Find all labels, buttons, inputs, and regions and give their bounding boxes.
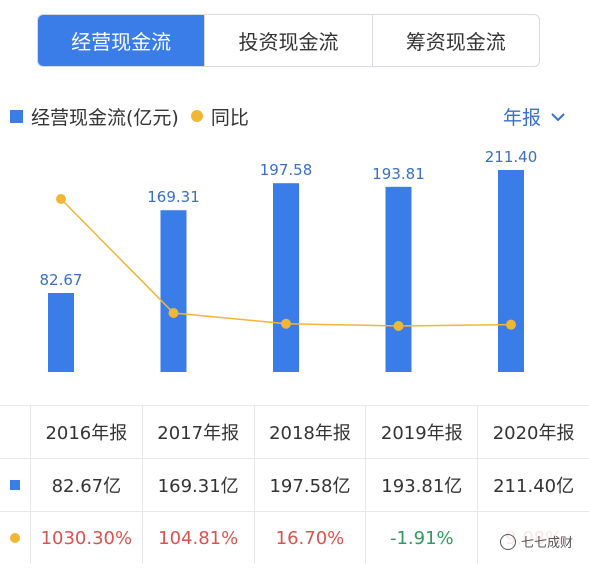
table-row-values: 82.67亿 169.31亿 197.58亿 193.81亿 211.40亿 — [0, 458, 589, 511]
chevron-down-icon — [551, 105, 565, 127]
chart-legend: 经营现金流(亿元) 同比 — [10, 102, 249, 130]
table-cell-value: 197.58亿 — [253, 459, 366, 511]
bar-2016年报 — [48, 293, 74, 372]
bar-series-marker — [9, 480, 20, 490]
bar-2018年报 — [273, 183, 299, 372]
watermark-text: 七七成财 — [520, 536, 573, 551]
wechat-icon — [499, 533, 516, 550]
watermark: 七七成财 — [495, 530, 577, 553]
table-row-yoy: 1030.30% 104.81% 16.70% -1.91% 9.08% — [0, 511, 589, 564]
data-table: 2016年报 2017年报 2018年报 2019年报 2020年报 82.67… — [0, 405, 589, 571]
bar-legend-marker — [10, 109, 23, 123]
table-header: 2018年报 — [253, 406, 366, 458]
bar-value-label: 82.67 — [40, 271, 83, 289]
period-selector[interactable]: 年报 — [503, 102, 565, 130]
table-cell-yoy: 16.70% — [253, 512, 366, 564]
bar-value-label: 211.40 — [485, 148, 538, 166]
table-cell-yoy: 1030.30% — [29, 512, 142, 564]
table-header: 2016年报 — [29, 406, 142, 458]
bar-2017年报 — [160, 210, 187, 372]
table-cell-yoy: -1.91% — [365, 512, 477, 564]
bar-2019年报 — [385, 186, 412, 372]
table-cell-value: 193.81亿 — [365, 459, 477, 511]
bar-value-label: 169.31 — [147, 188, 200, 206]
table-header: 2019年报 — [365, 406, 477, 458]
yoy-point-2020年报 — [506, 319, 516, 330]
bar-value-label: 197.58 — [260, 161, 313, 179]
table-cell-value: 211.40亿 — [477, 459, 589, 511]
tab-operating-cashflow[interactable]: 经营现金流 — [38, 15, 205, 66]
yoy-point-2017年报 — [168, 308, 179, 318]
yoy-point-2019年报 — [393, 321, 404, 331]
table-header: 2017年报 — [141, 406, 254, 458]
yoy-point-2018年报 — [281, 318, 291, 329]
cashflow-tabs: 经营现金流 投资现金流 筹资现金流 — [37, 14, 540, 67]
table-header-row: 2016年报 2017年报 2018年报 2019年报 2020年报 — [0, 405, 589, 458]
table-header: 2020年报 — [477, 406, 589, 458]
line-series-marker — [9, 533, 20, 543]
line-legend-marker — [190, 110, 203, 122]
table-cell-yoy: 104.81% — [141, 512, 254, 564]
period-label: 年报 — [502, 106, 541, 129]
tab-financing-cashflow[interactable]: 筹资现金流 — [371, 15, 539, 66]
table-cell-value: 169.31亿 — [141, 459, 254, 511]
tab-investing-cashflow[interactable]: 投资现金流 — [204, 15, 371, 66]
line-legend-label: 同比 — [210, 106, 249, 129]
bar-2020年报 — [498, 170, 524, 372]
table-cell-value: 82.67亿 — [29, 459, 142, 511]
bar-legend-label: 经营现金流(亿元) — [31, 106, 179, 129]
yoy-point-2016年报 — [56, 194, 66, 204]
cashflow-chart: 82.67 169.31 197.58 193.81 211.40 — [40, 148, 538, 372]
bar-value-label: 193.81 — [372, 165, 425, 183]
